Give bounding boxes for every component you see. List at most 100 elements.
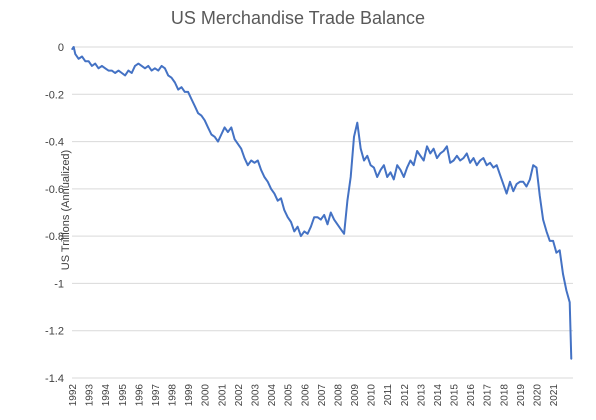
data-point (366, 155, 368, 157)
data-point (459, 159, 461, 162)
data-point (555, 252, 558, 254)
data-point (549, 240, 551, 242)
data-point (320, 219, 322, 221)
data-point (273, 193, 275, 195)
data-point (217, 141, 219, 143)
chart-title: US Merchandise Trade Balance (170, 8, 426, 28)
data-point (167, 74, 169, 76)
data-point (423, 159, 425, 162)
data-point (330, 211, 332, 214)
data-point (363, 159, 365, 162)
data-point (313, 216, 315, 218)
data-point (413, 164, 415, 166)
data-point (107, 70, 110, 72)
data-point (283, 209, 285, 211)
x-tick-label: 2018 (499, 384, 510, 407)
data-point (486, 164, 488, 166)
y-axis-ticks: 0 -0.2 -0.4 -0.6 -0.8 -1 -1.2 -1.4 (45, 42, 64, 385)
data-point (396, 164, 398, 166)
data-point (469, 162, 471, 164)
x-tick-label: 2019 (516, 384, 527, 407)
data-point (187, 91, 189, 93)
data-point (161, 65, 163, 67)
y-tick-label: 0 (58, 42, 64, 54)
data-point (177, 89, 179, 91)
x-tick-label: 2014 (433, 384, 444, 407)
data-point (237, 143, 239, 145)
data-point (373, 167, 375, 169)
data-point (409, 159, 411, 162)
data-point (144, 67, 146, 69)
x-tick-label: 2006 (300, 384, 311, 407)
data-point (247, 164, 249, 166)
data-point (303, 230, 305, 232)
data-point (170, 77, 173, 79)
data-point (104, 67, 106, 69)
data-point (257, 159, 259, 162)
x-tick-label: 2001 (217, 384, 228, 407)
data-point (300, 235, 302, 237)
data-point (97, 67, 100, 69)
data-point (114, 72, 116, 74)
data-point (316, 216, 319, 218)
data-point (403, 176, 405, 178)
x-tick-label: 2007 (317, 384, 328, 407)
data-point (210, 133, 212, 136)
data-point (482, 157, 484, 159)
data-point (570, 358, 572, 360)
x-tick-label: 2009 (350, 384, 361, 407)
data-point (230, 126, 232, 128)
data-point (287, 216, 289, 218)
x-tick-label: 2016 (466, 384, 477, 407)
data-point (376, 176, 378, 178)
y-tick-label: -0.2 (45, 89, 64, 101)
data-point (121, 72, 123, 74)
data-point (439, 152, 441, 154)
x-tick-label: 2015 (450, 384, 461, 407)
series-lines (71, 46, 573, 360)
data-point (117, 70, 120, 72)
data-point (393, 178, 395, 180)
x-tick-label: 1997 (151, 384, 162, 407)
data-point (94, 63, 96, 65)
data-point (552, 240, 554, 242)
data-point (151, 70, 153, 72)
data-point (426, 145, 428, 147)
data-point (562, 273, 564, 275)
data-point (340, 228, 342, 230)
data-point (74, 53, 76, 55)
data-point (277, 200, 279, 202)
data-point (496, 164, 498, 166)
data-point (449, 162, 451, 164)
x-tick-label: 2020 (533, 384, 544, 407)
gridlines (72, 46, 573, 379)
data-point (307, 233, 309, 235)
data-point (293, 230, 295, 232)
data-point (204, 119, 206, 121)
data-point (214, 136, 216, 138)
x-tick-label: 1994 (101, 384, 112, 407)
data-point (280, 197, 282, 199)
data-point (476, 164, 478, 166)
y-tick-label: -0.4 (45, 137, 64, 149)
x-tick-label: 2010 (367, 384, 378, 407)
data-point (154, 67, 156, 69)
data-point (124, 74, 126, 76)
data-point (164, 67, 166, 69)
data-point (243, 157, 246, 159)
x-tick-label: 2008 (333, 384, 344, 407)
y-tick-label: -0.6 (45, 184, 64, 196)
x-tick-label: 1995 (118, 384, 129, 407)
data-point (346, 200, 348, 202)
data-point (436, 157, 438, 159)
x-tick-label: 2011 (383, 384, 394, 406)
data-point (263, 176, 265, 178)
data-point (131, 72, 133, 74)
data-point (443, 150, 445, 152)
data-point (525, 185, 528, 188)
data-point (260, 169, 262, 171)
data-point (297, 226, 299, 228)
data-point (267, 181, 269, 183)
data-point (446, 145, 448, 147)
